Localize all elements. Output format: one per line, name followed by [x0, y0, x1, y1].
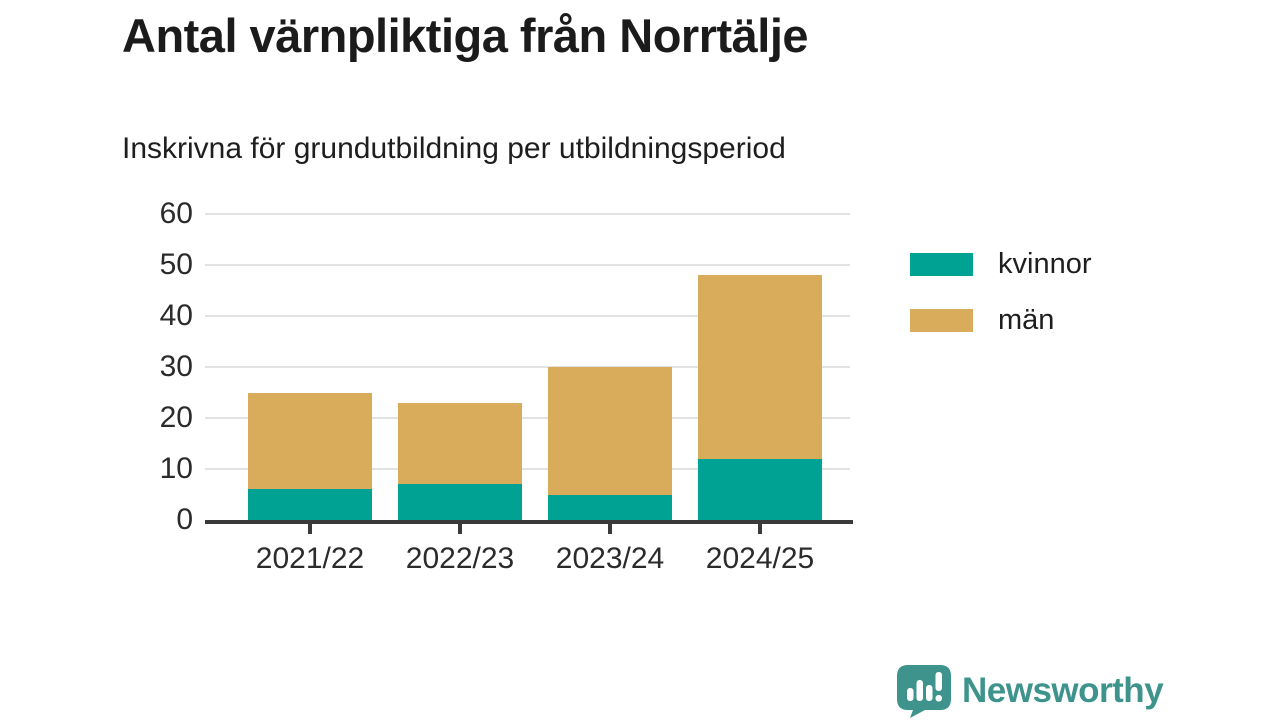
legend-item-kvinnor: kvinnor	[910, 248, 1092, 281]
legend-label-kvinnor: kvinnor	[998, 248, 1092, 280]
x-axis-tick	[458, 524, 462, 534]
gridline-50	[205, 264, 850, 266]
gridline-30	[205, 366, 850, 368]
y-tick-label: 10	[159, 452, 193, 485]
bar-2024-25-kvinnor	[698, 458, 822, 520]
brand-name: Newsworthy	[962, 671, 1164, 710]
y-tick-label: 40	[159, 299, 193, 332]
gridline-20	[205, 417, 850, 419]
x-tick-label-2021-22: 2021/22	[255, 542, 365, 575]
x-tick-label-2024-25: 2024/25	[705, 542, 815, 575]
y-tick-label: 50	[159, 248, 193, 281]
bar-2023-24-män	[548, 367, 672, 495]
legend: kvinnor män	[910, 248, 1092, 360]
y-tick-label: 60	[159, 197, 193, 230]
gridline-10	[205, 468, 850, 470]
chart-title: Antal värnpliktiga från Norrtälje	[122, 9, 809, 62]
x-tick-label-2023-24: 2023/24	[555, 542, 665, 575]
legend-swatch-män	[910, 309, 973, 332]
y-tick-label: 30	[159, 350, 193, 383]
chart-subtitle: Inskrivna för grundutbildning per utbild…	[122, 132, 786, 165]
x-axis-tick	[308, 524, 312, 534]
x-axis-tick	[608, 524, 612, 534]
y-tick-label: 0	[176, 503, 193, 536]
brand-logo: Newsworthy	[896, 664, 1164, 718]
bar-2023-24-kvinnor	[548, 494, 672, 520]
newsworthy-icon	[897, 665, 951, 718]
x-axis-line	[205, 520, 853, 524]
x-axis-tick	[758, 524, 762, 534]
bar-2021-22-kvinnor	[248, 489, 372, 520]
bar-2021-22-män	[248, 392, 372, 490]
gridline-60	[205, 213, 850, 215]
legend-item-män: män	[910, 304, 1092, 337]
bar-2022-23-män	[398, 402, 522, 485]
x-tick-label-2022-23: 2022/23	[405, 542, 515, 575]
bar-2024-25-män	[698, 275, 822, 459]
legend-label-män: män	[998, 304, 1055, 336]
gridline-40	[205, 315, 850, 317]
legend-swatch-kvinnor	[910, 253, 973, 276]
y-tick-label: 20	[159, 401, 193, 434]
bar-2022-23-kvinnor	[398, 484, 522, 520]
plot-area	[205, 213, 853, 534]
